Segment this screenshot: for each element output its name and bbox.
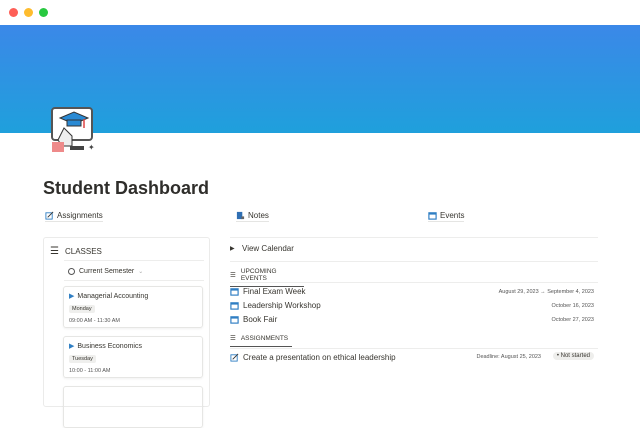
classes-panel: ☰ CLASSES Current Semester ⌄ ▶ Managerial A… [43, 237, 210, 428]
notes-icon [236, 211, 245, 220]
classes-title: CLASSES [64, 247, 102, 256]
view-calendar-toggle[interactable]: ▶ View Calendar [230, 244, 598, 253]
class-card[interactable]: ▶ Business Economics Tuesday 10:00 - 11:0… [63, 336, 203, 378]
semester-filter[interactable]: Current Semester ⌄ [68, 268, 143, 275]
minimize-button[interactable] [24, 8, 33, 17]
class-name: Managerial Accounting [77, 292, 149, 300]
day-tag: Tuesday [69, 355, 96, 363]
tab-assignments[interactable]: ☰ ASSIGNMENTS [230, 334, 292, 347]
toggle-label: View Calendar [242, 244, 294, 253]
maximize-button[interactable] [39, 8, 48, 17]
class-icon: ▶ [69, 343, 75, 350]
day-tag: Monday [69, 305, 95, 313]
assignment-deadline: Deadline: August 25, 2023 [476, 354, 541, 360]
classes-header: ☰ CLASSES [50, 246, 102, 257]
class-card[interactable]: ▶ Managerial Accounting Monday 09:00 AM -… [63, 286, 203, 328]
calendar-icon [428, 212, 437, 220]
close-button[interactable] [9, 8, 18, 17]
calendar-icon [230, 316, 239, 324]
link-notes[interactable]: Notes [236, 211, 269, 222]
event-name: Leadership Workshop [243, 301, 321, 310]
tab-upcoming-events[interactable]: ☰ UPCOMING EVENTS [230, 268, 304, 287]
link-label: Assignments [57, 211, 103, 220]
event-date: October 16, 2023 [551, 303, 594, 309]
event-name: Book Fair [243, 315, 278, 324]
status-badge: • Not started [552, 352, 594, 360]
calendar-icon [230, 302, 239, 310]
status-label: Not started [560, 353, 590, 359]
list-icon: ☰ [50, 246, 59, 257]
tab-label: ASSIGNMENTS [240, 334, 289, 342]
event-date: August 29, 2023 → September 4, 2023 [498, 289, 594, 295]
cover-banner [0, 25, 640, 133]
event-date: October 27, 2023 [551, 317, 594, 323]
page-title: Student Dashboard [43, 178, 210, 198]
triangle-right-icon: ▶ [230, 246, 235, 252]
chevron-down-icon: ⌄ [138, 269, 144, 275]
link-label: Notes [248, 211, 269, 220]
edit-icon [45, 211, 54, 220]
class-time: 10:00 - 11:00 AM [69, 368, 111, 374]
circle-icon [68, 268, 75, 275]
link-assignments[interactable]: Assignments [45, 211, 103, 222]
window-titlebar [0, 0, 640, 25]
link-label: Events [440, 211, 465, 220]
class-name: Business Economics [77, 342, 142, 350]
event-row[interactable]: Book Fair October 27, 2023 [230, 315, 598, 324]
edit-icon [230, 353, 239, 362]
graduation-monitor-icon: ✦ [51, 107, 95, 152]
assignment-row[interactable]: Create a presentation on ethical leaders… [230, 352, 598, 362]
list-icon: ☰ [230, 272, 236, 279]
class-time: 09:00 AM - 11:30 AM [69, 318, 120, 324]
svg-text:✦: ✦ [88, 143, 95, 152]
class-card[interactable] [63, 386, 203, 428]
tab-label: UPCOMING EVENTS [240, 268, 277, 282]
calendar-icon [230, 288, 239, 296]
assignment-name: Create a presentation on ethical leaders… [243, 353, 396, 362]
event-name: Final Exam Week [243, 287, 306, 296]
link-events[interactable]: Events [428, 211, 465, 222]
event-row[interactable]: Leadership Workshop October 16, 2023 [230, 301, 598, 310]
class-icon: ▶ [69, 293, 75, 300]
event-row[interactable]: Final Exam Week August 29, 2023 → Septemb… [230, 287, 598, 296]
filter-label: Current Semester [79, 268, 135, 275]
list-icon: ☰ [230, 335, 236, 342]
